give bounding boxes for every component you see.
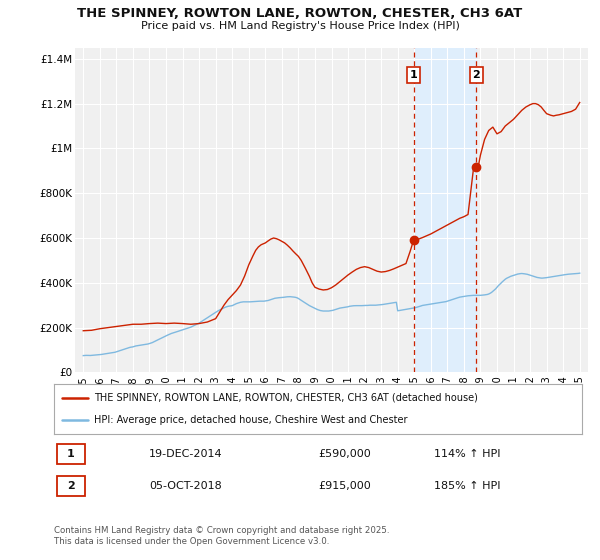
Text: 1: 1 (67, 449, 75, 459)
Text: £915,000: £915,000 (318, 481, 371, 491)
Text: HPI: Average price, detached house, Cheshire West and Chester: HPI: Average price, detached house, Ches… (94, 415, 407, 425)
Text: THE SPINNEY, ROWTON LANE, ROWTON, CHESTER, CH3 6AT: THE SPINNEY, ROWTON LANE, ROWTON, CHESTE… (77, 7, 523, 20)
Text: 19-DEC-2014: 19-DEC-2014 (149, 449, 223, 459)
FancyBboxPatch shape (57, 476, 85, 496)
Text: 185% ↑ HPI: 185% ↑ HPI (434, 481, 500, 491)
Text: THE SPINNEY, ROWTON LANE, ROWTON, CHESTER, CH3 6AT (detached house): THE SPINNEY, ROWTON LANE, ROWTON, CHESTE… (94, 393, 478, 403)
Bar (413, 48, 476, 372)
Text: Contains HM Land Registry data © Crown copyright and database right 2025.
This d: Contains HM Land Registry data © Crown c… (54, 526, 389, 546)
Text: Price paid vs. HM Land Registry's House Price Index (HPI): Price paid vs. HM Land Registry's House … (140, 21, 460, 31)
FancyBboxPatch shape (57, 444, 85, 464)
Text: 2: 2 (67, 481, 75, 491)
Text: 114% ↑ HPI: 114% ↑ HPI (434, 449, 500, 459)
Text: 05-OCT-2018: 05-OCT-2018 (149, 481, 222, 491)
Text: £590,000: £590,000 (318, 449, 371, 459)
Text: 1: 1 (410, 70, 418, 80)
Text: 2: 2 (472, 70, 480, 80)
